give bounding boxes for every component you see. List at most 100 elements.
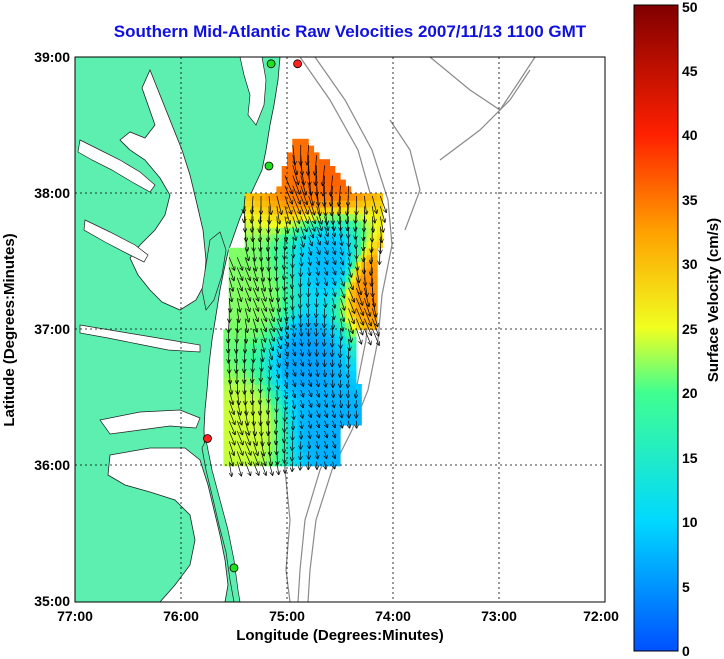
velocity-cell [249, 309, 256, 317]
velocity-cell [234, 261, 240, 269]
velocity-arrow [356, 298, 363, 315]
y-tick: 35:00 [34, 593, 70, 609]
velocity-cell [276, 390, 283, 399]
velocity-cell [228, 349, 235, 358]
velocity-cell [265, 288, 272, 296]
velocity-cell [334, 343, 341, 351]
velocity-cell [334, 349, 341, 358]
velocity-cell [276, 329, 283, 337]
velocity-cell [308, 172, 315, 181]
velocity-cell [318, 254, 325, 262]
velocity-cell [223, 431, 230, 440]
velocity-cell [281, 343, 288, 351]
velocity-cell [371, 288, 378, 296]
velocity-cell [334, 193, 341, 201]
velocity-cell [260, 213, 267, 222]
velocity-cell [334, 172, 341, 181]
x-tick: 75:00 [269, 608, 305, 624]
velocity-cell [271, 234, 277, 242]
velocity-cell [234, 281, 240, 290]
velocity-arrow [348, 267, 352, 278]
velocity-arrow [252, 216, 253, 232]
velocity-cell [340, 397, 346, 405]
colorbar-ticks: 0 5 10 15 20 25 30 35 40 45 50 [682, 0, 698, 659]
velocity-cell [302, 431, 309, 440]
velocity-cell [287, 261, 293, 269]
velocity-cell [244, 200, 251, 208]
y-tick: 36:00 [34, 457, 70, 473]
velocity-cell [244, 349, 251, 358]
velocity-cell [371, 227, 378, 235]
velocity-cell [271, 227, 277, 235]
velocity-cell [271, 424, 277, 433]
colorbar-label: Surface Velocity (cm/s) [705, 218, 722, 382]
velocity-cell [249, 322, 256, 331]
velocity-cell [345, 247, 352, 256]
velocity-vectors [228, 144, 386, 476]
velocity-cell [287, 343, 293, 351]
velocity-cell [271, 240, 277, 249]
velocity-arrow [371, 195, 376, 213]
x-tick: 76:00 [163, 608, 199, 624]
velocity-cell [281, 356, 288, 365]
velocity-cell [271, 213, 277, 222]
velocity-cell [366, 227, 373, 235]
velocity-cell [361, 200, 368, 208]
albemarle-sound [99, 409, 201, 435]
velocity-cell [255, 288, 262, 296]
velocity-cell [287, 377, 293, 385]
velocity-cell [318, 234, 325, 242]
velocity-cell [271, 281, 277, 290]
velocity-arrow [317, 267, 319, 276]
velocity-cell [355, 206, 362, 215]
velocity-cell [292, 397, 299, 405]
velocity-cell [302, 418, 309, 426]
velocity-cell [260, 343, 267, 351]
velocity-arrow [332, 349, 333, 356]
velocity-cell [271, 445, 277, 453]
velocity-cell [334, 234, 341, 242]
velocity-cell [271, 349, 277, 358]
velocity-cell [355, 268, 362, 276]
velocity-cell [302, 193, 309, 201]
velocity-arrow [317, 359, 318, 367]
velocity-arrow [380, 226, 382, 243]
velocity-arrow [356, 287, 362, 305]
velocity-cell [239, 254, 246, 262]
velocity-cell [340, 227, 346, 235]
velocity-cell [302, 452, 309, 460]
velocity-arrow [293, 359, 296, 366]
velocity-cell [249, 315, 256, 324]
velocity-cell [265, 315, 272, 324]
velocity-cell [350, 288, 357, 296]
velocity-cell [366, 254, 373, 262]
velocity-cell [287, 309, 293, 317]
velocity-cell [249, 329, 256, 337]
velocity-cell [276, 302, 283, 310]
velocity-cell [297, 179, 304, 187]
station-marker [266, 59, 276, 69]
velocity-arrow [325, 420, 328, 428]
velocity-arrow [333, 298, 335, 308]
velocity-arrow [284, 206, 290, 224]
velocity-cell [223, 452, 230, 460]
velocity-cell [223, 370, 230, 378]
velocity-cell [318, 322, 325, 331]
velocity-cell [244, 356, 251, 365]
velocity-arrow [333, 400, 335, 407]
velocity-cell [260, 384, 267, 392]
velocity-cell [308, 309, 315, 317]
velocity-arrow [356, 400, 357, 408]
velocity-arrow [293, 369, 296, 376]
velocity-arrow [244, 267, 250, 281]
velocity-cell [249, 424, 256, 433]
velocity-arrow [268, 390, 269, 402]
velocity-arrow [348, 390, 349, 398]
velocity-cell [281, 186, 288, 194]
velocity-arrow [260, 287, 266, 301]
velocity-cell [287, 418, 293, 426]
colorbar-tick: 0 [682, 643, 690, 659]
velocity-arrow [300, 287, 301, 298]
velocity-cell [234, 295, 240, 303]
velocity-cell [228, 370, 235, 378]
